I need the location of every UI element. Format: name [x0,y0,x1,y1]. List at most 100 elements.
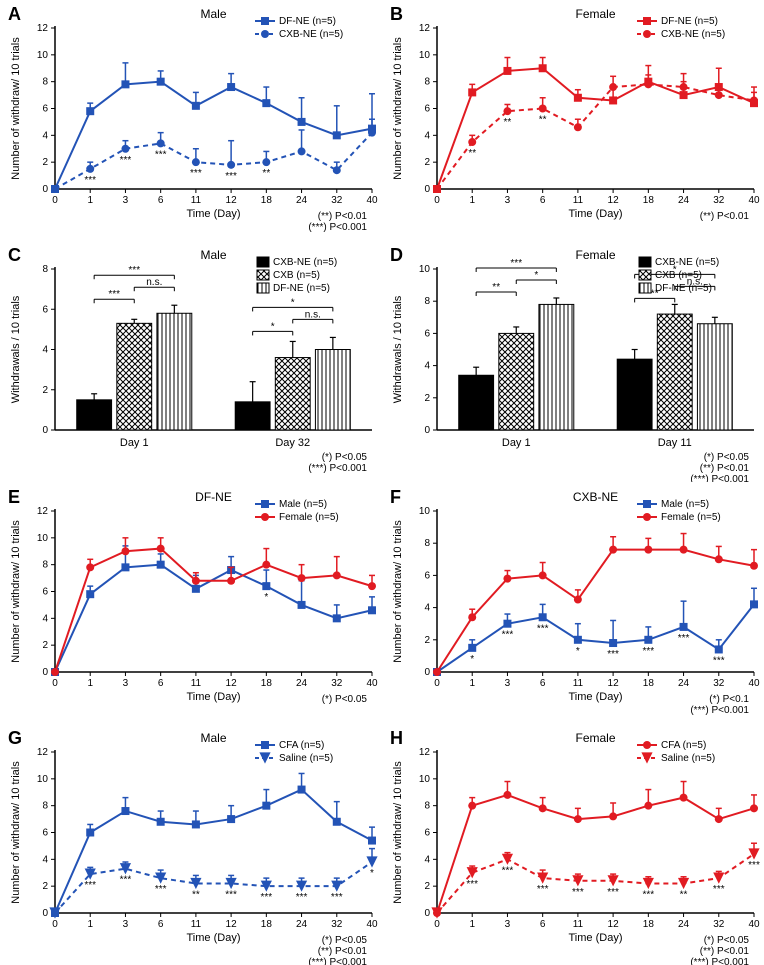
svg-text:6: 6 [424,104,430,115]
svg-text:4: 4 [42,613,48,624]
svg-text:(*) P<0.05: (*) P<0.05 [704,452,750,463]
svg-text:3: 3 [123,195,129,206]
svg-text:*: * [291,298,295,309]
svg-text:***: *** [642,889,654,900]
svg-text:6: 6 [158,678,164,689]
svg-text:0: 0 [42,184,48,195]
svg-text:1: 1 [87,678,93,689]
svg-text:2: 2 [42,157,48,168]
svg-text:11: 11 [573,678,584,689]
svg-text:18: 18 [261,678,273,689]
svg-text:***: *** [260,892,272,903]
svg-text:CXB (n=5): CXB (n=5) [273,270,320,281]
svg-text:Number of withdraw/ 10 trials: Number of withdraw/ 10 trials [392,37,404,180]
svg-text:40: 40 [748,678,760,689]
svg-text:18: 18 [261,919,273,930]
svg-text:(**) P<0.01: (**) P<0.01 [700,946,750,957]
svg-text:12: 12 [419,23,431,34]
svg-text:Female (n=5): Female (n=5) [279,512,339,523]
svg-text:Time (Day): Time (Day) [569,932,623,944]
svg-text:***: *** [713,655,725,666]
svg-text:1: 1 [87,919,93,930]
svg-text:Female (n=5): Female (n=5) [661,512,721,523]
chart-svg: 0246810120136111218243240Time (Day)Numbe… [0,724,382,965]
svg-text:2: 2 [42,881,48,892]
svg-text:0: 0 [424,908,430,919]
svg-text:Day 11: Day 11 [658,437,692,449]
panel-letter: D [390,245,403,266]
svg-text:1: 1 [469,919,475,930]
svg-text:CFA (n=5): CFA (n=5) [661,740,706,751]
chart-svg: 0246810120136111218243240Time (Day)Numbe… [382,0,764,241]
svg-text:24: 24 [296,678,308,689]
svg-text:***: *** [108,289,120,300]
svg-text:Female: Female [575,248,615,262]
svg-text:Day 1: Day 1 [120,437,149,449]
panel-D: D0246810Withdrawals / 10 trialsFemaleDay… [382,241,764,482]
svg-text:CXB (n=5): CXB (n=5) [655,270,702,281]
svg-text:***: *** [120,155,132,166]
svg-text:1: 1 [87,195,93,206]
svg-text:***: *** [607,887,619,898]
svg-text:Day 32: Day 32 [275,437,310,449]
svg-text:DF-NE (n=5): DF-NE (n=5) [279,16,336,27]
svg-text:8: 8 [424,296,430,307]
svg-text:CXB-NE: CXB-NE [573,490,618,504]
panel-letter: G [8,728,22,749]
svg-text:**: ** [504,117,512,128]
svg-text:***: *** [572,887,584,898]
svg-text:6: 6 [424,329,430,340]
svg-text:***: *** [748,860,760,871]
svg-text:2: 2 [42,640,48,651]
svg-text:2: 2 [424,881,430,892]
svg-text:(*) P<0.1: (*) P<0.1 [709,694,749,705]
svg-text:Day 1: Day 1 [502,437,531,449]
svg-text:4: 4 [42,854,48,865]
svg-text:10: 10 [37,50,49,61]
panel-letter: C [8,245,21,266]
svg-text:(***) P<0.001: (***) P<0.001 [690,957,749,965]
svg-text:6: 6 [158,919,164,930]
svg-text:24: 24 [678,195,690,206]
svg-text:***: *** [155,884,167,895]
svg-text:***: *** [155,149,167,160]
svg-text:Male (n=5): Male (n=5) [279,499,327,510]
svg-text:11: 11 [573,919,584,930]
svg-text:0: 0 [424,425,430,436]
svg-text:***: *** [225,889,237,900]
svg-text:***: *** [128,265,140,276]
svg-text:CXB-NE (n=5): CXB-NE (n=5) [279,29,343,40]
svg-text:Saline (n=5): Saline (n=5) [661,753,715,764]
svg-text:10: 10 [419,506,431,517]
svg-text:1: 1 [469,195,475,206]
svg-text:0: 0 [424,184,430,195]
svg-text:***: *** [502,629,514,640]
svg-text:11: 11 [191,678,202,689]
svg-text:3: 3 [505,919,511,930]
svg-text:10: 10 [419,264,431,275]
svg-text:8: 8 [424,538,430,549]
panel-C: C02468Withdrawals / 10 trialsMaleDay 1**… [0,241,382,482]
svg-text:3: 3 [123,919,129,930]
svg-text:2: 2 [424,157,430,168]
svg-text:0: 0 [434,678,440,689]
svg-text:(***) P<0.001: (***) P<0.001 [308,222,367,233]
svg-text:4: 4 [42,130,48,141]
panel-E: E0246810120136111218243240Time (Day)Numb… [0,483,382,724]
svg-text:8: 8 [42,77,48,88]
svg-text:Number of withdraw/ 10 trials: Number of withdraw/ 10 trials [10,37,22,180]
svg-text:11: 11 [573,195,584,206]
svg-text:18: 18 [643,678,655,689]
svg-text:Number of withdraw/ 10 trials: Number of withdraw/ 10 trials [392,519,404,662]
svg-text:Male (n=5): Male (n=5) [661,499,709,510]
panel-G: G0246810120136111218243240Time (Day)Numb… [0,724,382,965]
panel-H: H0246810120136111218243240Time (Day)Numb… [382,724,764,965]
svg-text:3: 3 [123,678,129,689]
svg-text:18: 18 [643,195,655,206]
svg-text:(**) P<0.01: (**) P<0.01 [318,946,368,957]
svg-text:8: 8 [42,559,48,570]
svg-text:2: 2 [424,634,430,645]
svg-text:32: 32 [331,678,343,689]
svg-text:DF-NE (n=5): DF-NE (n=5) [273,283,330,294]
svg-text:(***) P<0.001: (***) P<0.001 [690,705,749,716]
